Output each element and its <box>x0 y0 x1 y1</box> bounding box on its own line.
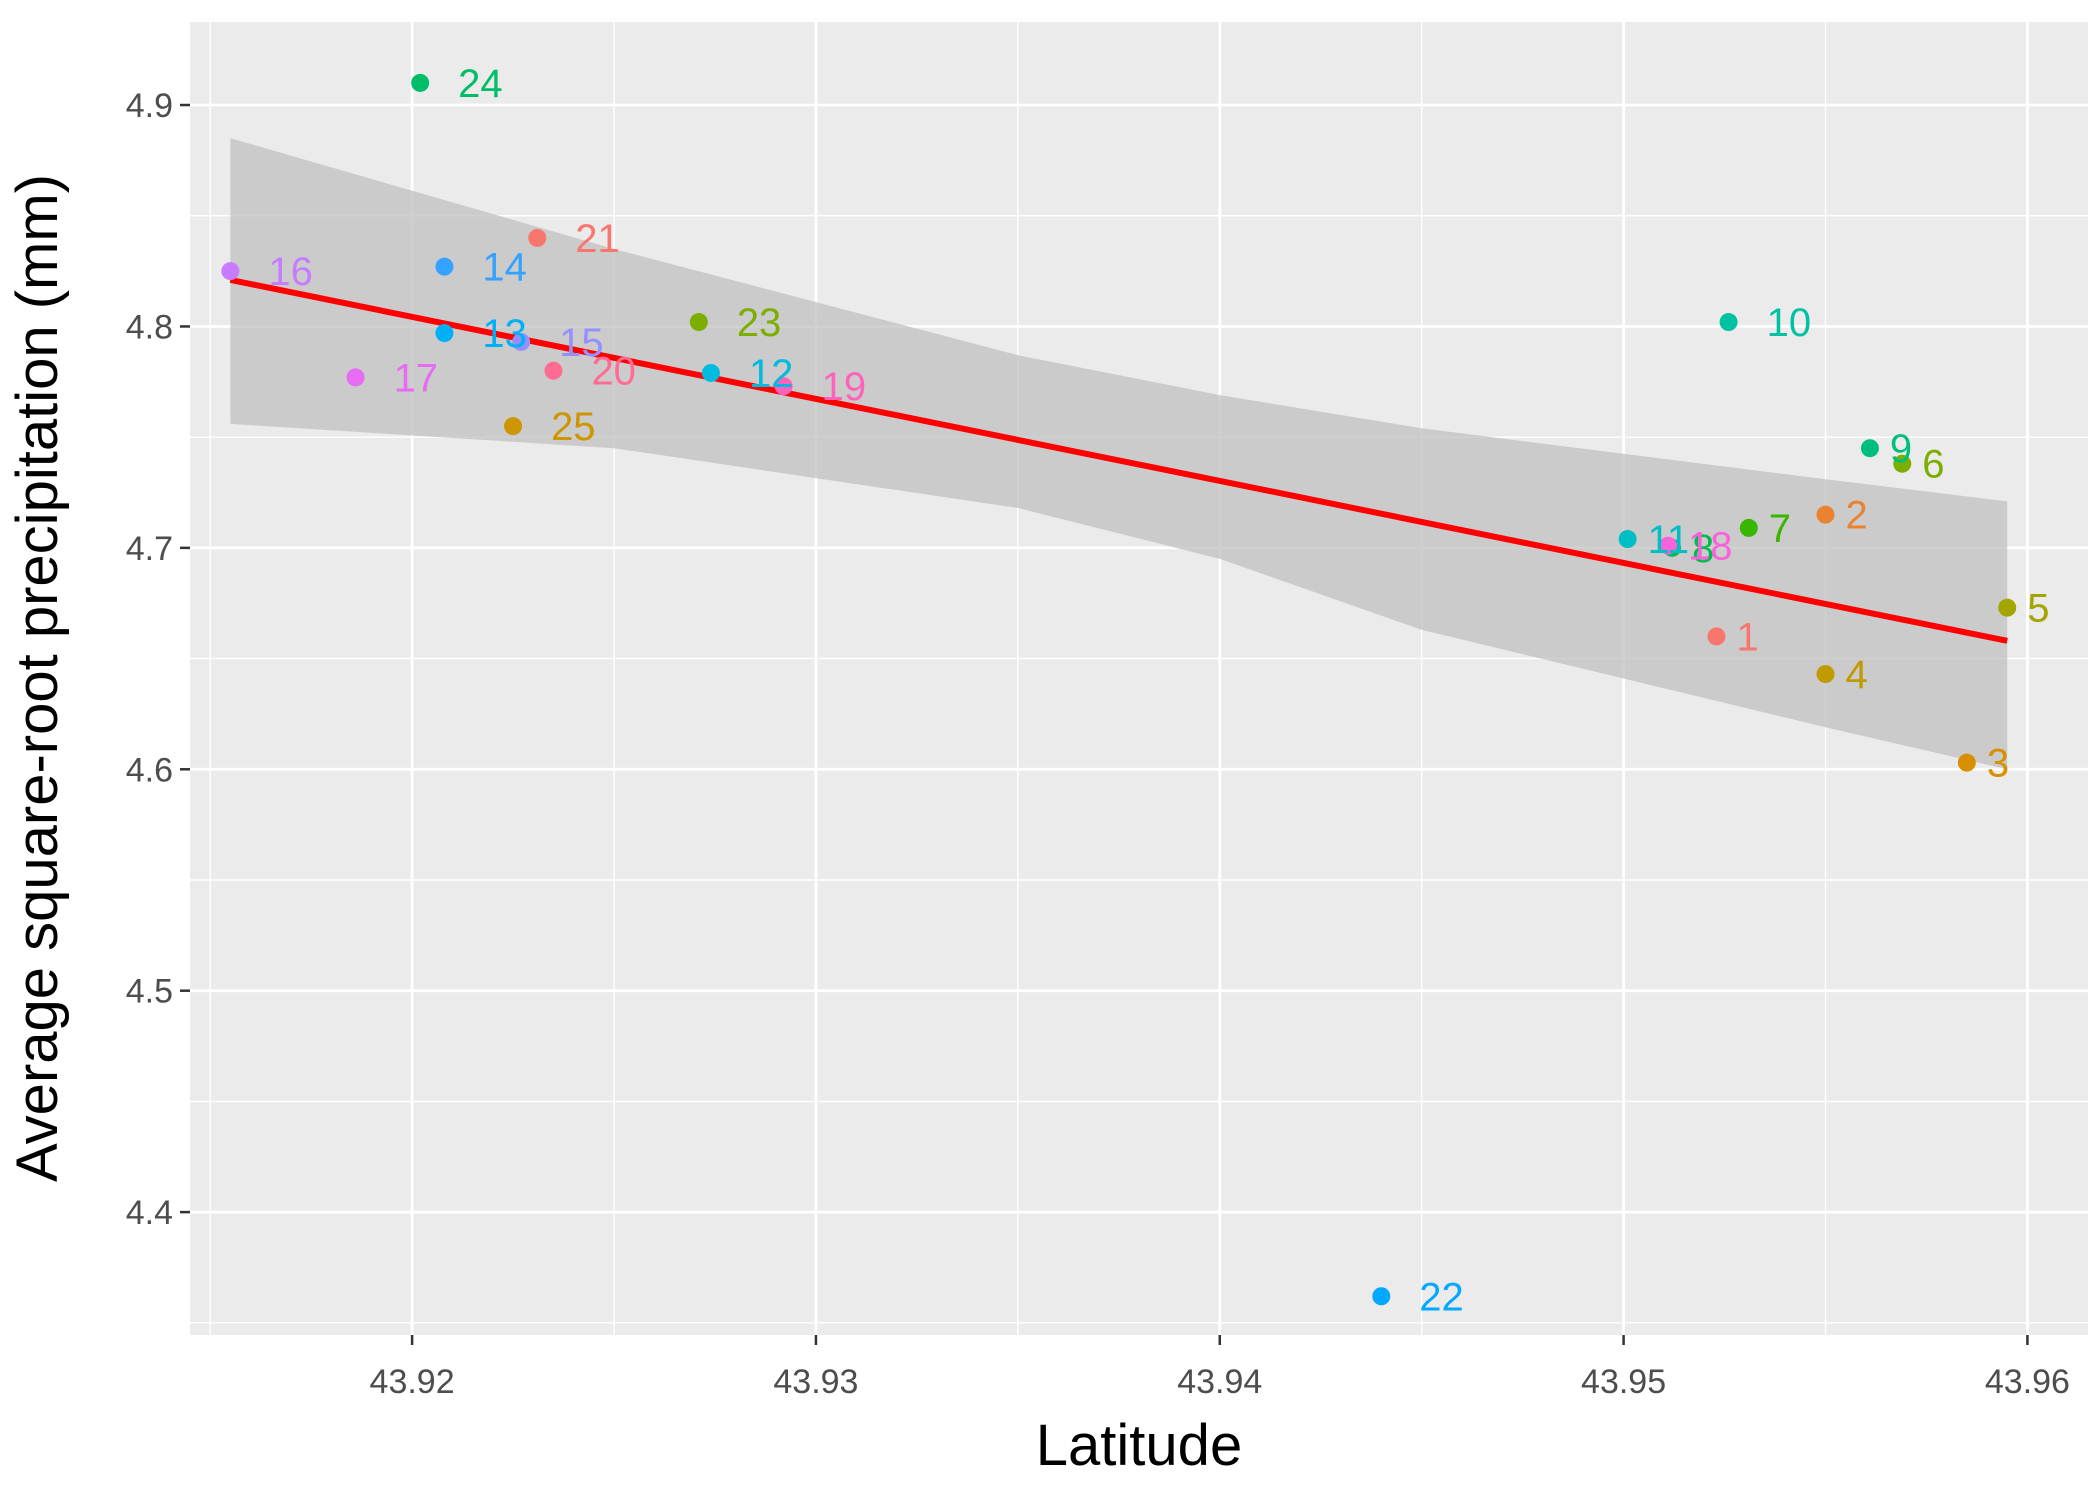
y-tick-label: 4.7 <box>126 530 173 568</box>
data-point-14 <box>435 257 454 276</box>
data-point-label-23: 23 <box>737 301 782 345</box>
data-point-label-18: 18 <box>1688 525 1733 569</box>
data-point-label-17: 17 <box>394 356 439 400</box>
data-point-6 <box>1893 454 1912 473</box>
x-tick-label: 43.93 <box>773 1363 858 1401</box>
data-point-4 <box>1816 665 1835 684</box>
data-point-21 <box>528 228 547 247</box>
data-point-23 <box>689 313 708 332</box>
y-axis-title: Average square-root precipitation (mm) <box>5 174 70 1182</box>
data-point-label-20: 20 <box>591 350 636 394</box>
data-point-label-16: 16 <box>268 250 313 294</box>
data-points <box>221 73 2017 1306</box>
y-tick-label: 4.6 <box>126 751 173 789</box>
data-point-label-12: 12 <box>749 352 794 396</box>
data-point-label-3: 3 <box>1987 742 2009 786</box>
y-axis-ticks: 4.4 4.5 4.6 4.7 4.8 4.9 <box>126 87 190 1232</box>
data-point-13 <box>435 324 454 343</box>
data-point-label-11: 11 <box>1648 518 1690 562</box>
x-tick-label: 43.95 <box>1581 1363 1666 1401</box>
data-point-label-9: 9 <box>1890 427 1912 471</box>
data-point-label-22: 22 <box>1419 1275 1464 1319</box>
data-point-label-15: 15 <box>559 321 604 365</box>
data-point-label-24: 24 <box>458 62 503 106</box>
data-point-labels: 1234567891011121314151617181920212223242… <box>268 62 2049 1319</box>
data-point-16 <box>221 262 240 281</box>
data-point-5 <box>1998 598 2017 617</box>
data-point-18 <box>1659 536 1678 555</box>
data-point-24 <box>411 73 430 92</box>
y-tick-label: 4.9 <box>126 87 173 125</box>
data-point-label-14: 14 <box>482 246 527 290</box>
data-point-label-5: 5 <box>2027 587 2049 631</box>
data-point-15 <box>512 332 531 351</box>
data-point-9 <box>1860 439 1879 458</box>
data-point-label-1: 1 <box>1736 615 1758 659</box>
data-point-10 <box>1719 313 1738 332</box>
y-tick-label: 4.5 <box>126 973 173 1011</box>
data-point-17 <box>346 368 365 387</box>
data-point-label-4: 4 <box>1846 653 1868 697</box>
confidence-band <box>230 138 2008 770</box>
x-axis-ticks: 43.92 43.93 43.94 43.95 43.96 <box>370 1335 2070 1401</box>
data-point-1 <box>1707 627 1726 646</box>
data-point-2 <box>1816 505 1835 524</box>
data-point-19 <box>774 377 793 396</box>
x-tick-label: 43.92 <box>370 1363 455 1401</box>
data-point-label-21: 21 <box>575 217 620 261</box>
y-tick-label: 4.4 <box>126 1194 173 1232</box>
data-point-25 <box>504 417 523 436</box>
x-tick-label: 43.94 <box>1177 1363 1262 1401</box>
data-point-11 <box>1618 530 1637 549</box>
x-axis-title: Latitude <box>1036 1413 1242 1478</box>
data-point-label-7: 7 <box>1769 507 1791 551</box>
y-tick-label: 4.8 <box>126 308 173 346</box>
data-point-label-6: 6 <box>1922 443 1944 487</box>
data-point-label-10: 10 <box>1767 301 1812 345</box>
data-point-3 <box>1957 753 1976 772</box>
data-point-label-19: 19 <box>822 365 867 409</box>
data-point-label-13: 13 <box>482 312 527 356</box>
data-point-7 <box>1739 518 1758 537</box>
data-point-label-25: 25 <box>551 405 596 449</box>
data-point-12 <box>701 363 720 382</box>
data-point-label-2: 2 <box>1846 494 1868 538</box>
data-point-label-8: 8 <box>1692 527 1714 571</box>
data-point-22 <box>1372 1287 1391 1306</box>
x-tick-label: 43.96 <box>1985 1363 2070 1401</box>
data-point-20 <box>544 361 563 380</box>
